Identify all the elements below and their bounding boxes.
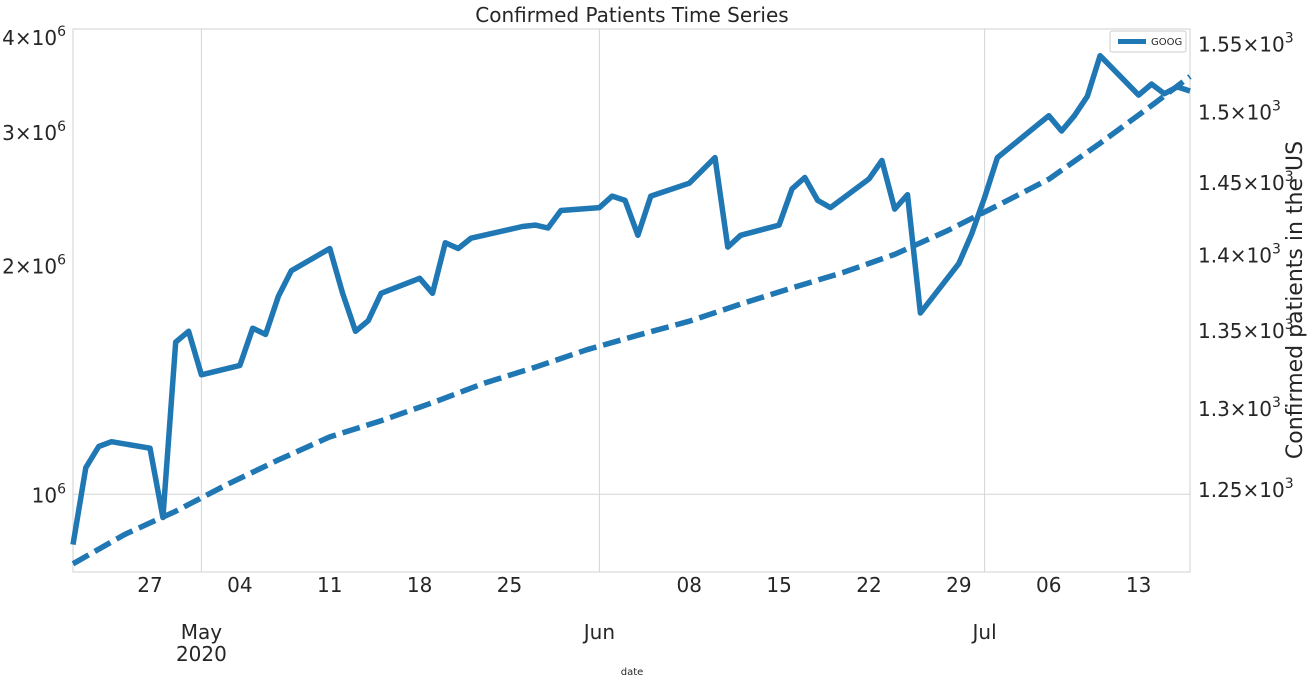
y-right-tick-label-4: 1.45×103 xyxy=(1198,169,1294,195)
plot-frame xyxy=(72,28,1191,573)
x-tick-label-3: 18 xyxy=(407,573,432,597)
legend-box xyxy=(1109,30,1187,53)
y-axis-left-ticks: 106 2×106 3×106 4×106 xyxy=(2,24,66,507)
y-right-tick-label-2: 1.35×103 xyxy=(1198,317,1294,343)
x-tick-label-10: 13 xyxy=(1126,573,1151,597)
chart-title: Confirmed Patients Time Series xyxy=(475,3,788,27)
y-right-tick-label-1: 1.3×103 xyxy=(1198,395,1281,421)
x-tick-label-6: 15 xyxy=(766,573,791,597)
y-right-tick-label-5: 1.5×103 xyxy=(1198,99,1281,125)
x-tick-label-7: 22 xyxy=(856,573,881,597)
legend: GOOG xyxy=(1109,30,1187,53)
series-line-trend xyxy=(71,74,1192,567)
y-left-tick-label-2: 3×106 xyxy=(2,119,66,145)
x-tick-label-2: 11 xyxy=(317,573,342,597)
grid xyxy=(73,29,1190,572)
y-right-tick-label-0: 1.25×103 xyxy=(1198,476,1294,502)
x-tick-label-4: 25 xyxy=(497,573,522,597)
x-tick-label-5: 08 xyxy=(677,573,702,597)
y-axis-right-ticks: 1.25×103 1.3×103 1.35×103 1.4×103 1.45×103 1.… xyxy=(1198,31,1294,503)
x-tick-label-0: 27 xyxy=(137,573,162,597)
y-right-tick-label-3: 1.4×103 xyxy=(1198,241,1281,267)
x-month-label-0: May xyxy=(181,620,223,644)
legend-label-goog: GOOG xyxy=(1151,37,1182,48)
x-tick-label-8: 29 xyxy=(946,573,971,597)
x-month-label-2: Jul xyxy=(971,620,997,644)
y-left-tick-label-3: 4×106 xyxy=(2,24,66,50)
series-lines xyxy=(70,52,1192,567)
y-axis-right-label: Confirmed patients in the US xyxy=(1283,141,1308,459)
y-right-tick-label-6: 1.55×103 xyxy=(1198,31,1294,57)
y-left-tick-label-1: 2×106 xyxy=(2,253,66,279)
series-line-goog xyxy=(70,52,1191,546)
x-tick-label-1: 04 xyxy=(227,573,252,597)
x-tick-label-9: 06 xyxy=(1036,573,1061,597)
x-month-label-1: Jun xyxy=(582,620,615,644)
x-axis-label: date xyxy=(621,667,644,678)
y-left-tick-label-0: 106 xyxy=(32,481,66,507)
x-year-label-0: 2020 xyxy=(176,642,227,666)
